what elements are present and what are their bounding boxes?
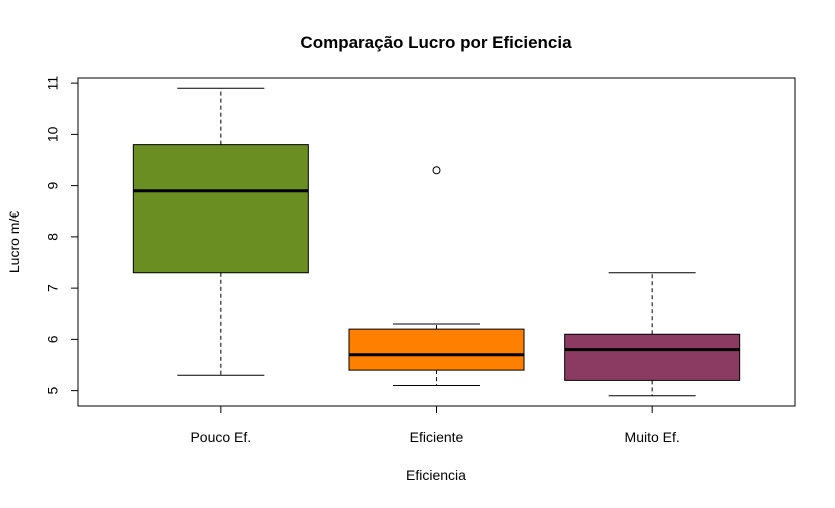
- y-tick-label-5: 10: [45, 126, 61, 142]
- y-tick-label-6: 11: [45, 76, 61, 91]
- boxplot-group-1: [348, 166, 525, 386]
- y-tick-label-1: 6: [45, 335, 61, 343]
- boxplot-group-2: [564, 272, 741, 397]
- box-0: [132, 144, 309, 274]
- x-tick-label-2: Muito Ef.: [625, 429, 680, 445]
- boxplot-boxes: [132, 87, 741, 397]
- boxplot-group-0: [132, 87, 309, 376]
- y-axis: 5 6 7 8 9 10 11: [45, 76, 79, 395]
- chart-title: Comparação Lucro por Eficiencia: [300, 33, 572, 52]
- x-tick-label-0: Pouco Ef.: [190, 429, 251, 445]
- y-tick-label-4: 9: [45, 182, 61, 190]
- outlier-point-1-0: [432, 166, 441, 175]
- y-axis-label: Lucro m/€: [6, 211, 22, 273]
- x-axis: Pouco Ef. Eficiente Muito Ef.: [190, 405, 680, 445]
- y-tick-label-0: 5: [45, 387, 61, 395]
- box-2: [564, 333, 741, 381]
- x-axis-label: Eficiencia: [406, 467, 466, 483]
- x-tick-label-1: Eficiente: [410, 429, 464, 445]
- y-tick-label-2: 7: [45, 284, 61, 292]
- y-tick-label-3: 8: [45, 233, 61, 241]
- box-1: [348, 328, 525, 371]
